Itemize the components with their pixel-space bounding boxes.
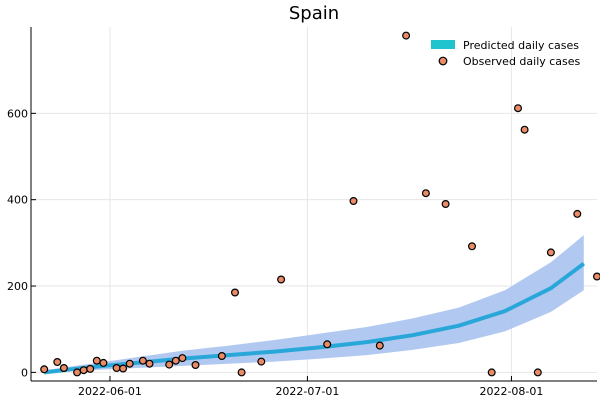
observed-point [138,356,147,365]
predicted-line [43,261,585,375]
observed-point [487,368,496,377]
observed-point [171,356,180,365]
observed-point [533,368,542,377]
y-ticks: 0 200 400 600 [7,107,36,379]
observed-point [231,288,240,297]
x-ticks: 2022-06-01 2022-07-01 2022-08-01 [78,376,543,398]
observed-point [92,356,101,365]
observed-point [125,359,134,368]
observed-point [40,365,49,374]
y-tick-label: 400 [7,194,28,207]
observed-point [119,364,128,373]
observed-point [375,341,384,350]
observed-point [520,125,529,134]
observed-point [349,197,358,206]
legend: Predicted daily cases Observed daily cas… [431,39,581,68]
observed-point [165,360,174,369]
y-tick-label: 0 [21,366,28,379]
observed-point [86,364,95,373]
legend-label-observed: Observed daily cases [463,55,581,68]
x-tick-label: 2022-08-01 [479,385,543,398]
observed-point [513,104,522,113]
observed-point [593,272,600,281]
grid [31,27,597,381]
legend-swatch-predicted [431,40,455,49]
observed-point [237,368,246,377]
axes [30,27,597,382]
observed-point [99,358,108,367]
observed-point [112,364,121,373]
y-tick-label: 200 [7,280,28,293]
observed-point [421,189,430,198]
observed-point [178,354,187,363]
observed-point [441,200,450,209]
legend-label-predicted: Predicted daily cases [463,39,579,52]
x-tick-label: 2022-07-01 [275,385,339,398]
observed-point [53,358,62,367]
observed-point [217,352,226,361]
observed-point [145,359,154,368]
observed-point [546,248,555,257]
x-tick-label: 2022-06-01 [78,385,142,398]
observed-point [402,31,411,40]
observed-point [59,364,68,373]
observed-point [277,275,286,284]
chart-title: Spain [289,3,339,24]
observed-point [573,209,582,218]
predicted-confidence-band [44,235,584,373]
y-tick-label: 600 [7,107,28,120]
observed-point [73,368,82,377]
observed-point [468,242,477,251]
legend-swatch-observed [438,56,448,66]
observed-point [79,366,88,375]
observed-point [191,361,200,370]
observed-point [323,340,332,349]
observed-point [257,357,266,366]
observed-points [40,31,600,377]
